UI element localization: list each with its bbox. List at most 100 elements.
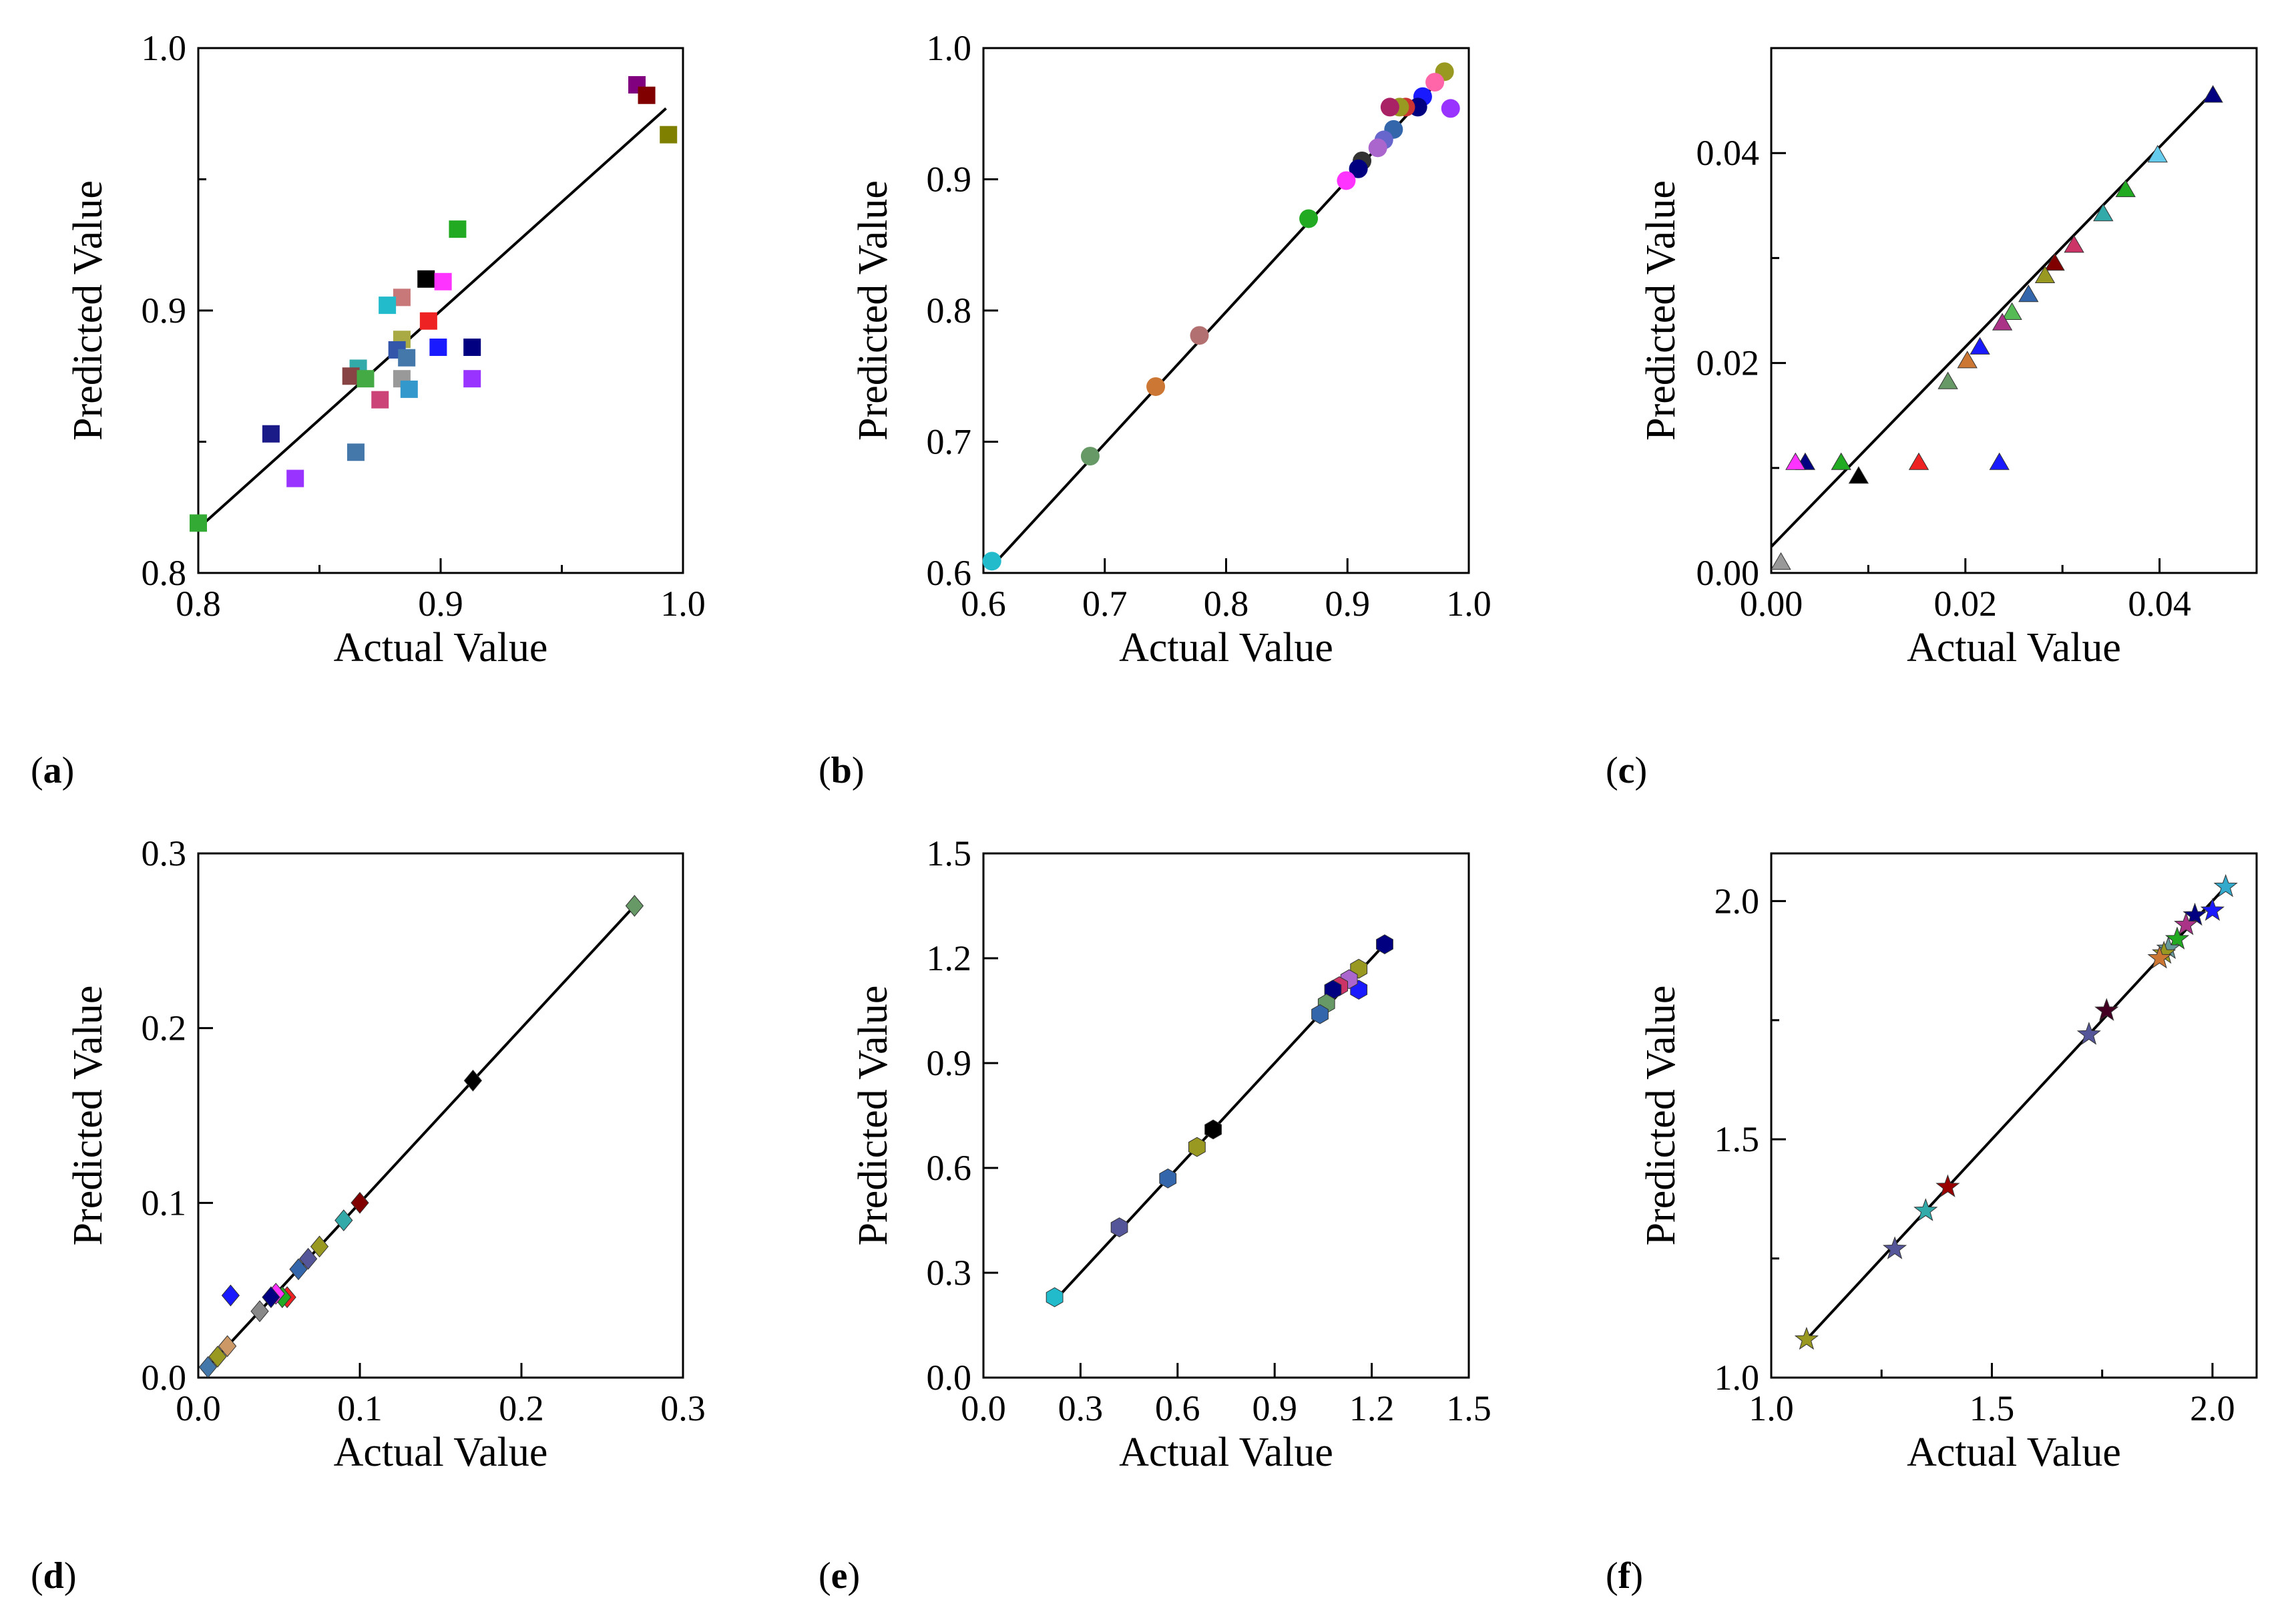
y-tick-label-c: 0.00 xyxy=(1696,553,1760,593)
y-tick-label-e: 1.2 xyxy=(927,938,972,978)
data-point xyxy=(379,296,397,315)
y-tick-label-a: 0.8 xyxy=(142,553,187,593)
data-point xyxy=(398,349,416,367)
y-tick-label-e: 0.6 xyxy=(927,1148,972,1188)
data-point xyxy=(982,552,1001,571)
data-point xyxy=(2064,235,2084,253)
y-tick-label-e: 0.3 xyxy=(927,1253,972,1293)
data-point xyxy=(1146,377,1166,396)
x-axis-title-e: Actual Value xyxy=(1119,1430,1333,1475)
data-point xyxy=(1110,1217,1128,1237)
data-point xyxy=(660,126,678,144)
data-point xyxy=(1957,351,1978,369)
data-point xyxy=(2018,284,2039,302)
x-tick-label-d: 0.0 xyxy=(176,1388,221,1428)
data-point xyxy=(434,272,452,290)
data-point xyxy=(2164,926,2190,950)
data-point xyxy=(351,1191,369,1214)
data-point xyxy=(1785,452,1806,470)
panel-b: 0.6 0.7 0.8 0.9 1.0 0.6 0.7 0.8 0.9 1.0 Actual Val… xyxy=(819,28,1491,791)
data-point xyxy=(208,1346,227,1368)
y-tick-label-e: 0.0 xyxy=(927,1358,972,1398)
x-tick-label-b: 0.6 xyxy=(961,584,1006,624)
panel-e: 0.0 0.3 0.6 0.9 1.2 1.5 0.0 0.3 0.6 0.9 1.2 1.5 Actu… xyxy=(819,833,1491,1597)
data-point xyxy=(429,339,447,357)
data-point xyxy=(1159,1168,1177,1189)
panel-label-a: (a) xyxy=(31,750,74,791)
x-tick-label-e: 1.5 xyxy=(1446,1388,1491,1428)
points-d xyxy=(198,895,644,1378)
x-tick-label-a: 0.9 xyxy=(418,584,463,624)
data-point xyxy=(463,370,481,388)
y-tick-label-d: 0.1 xyxy=(142,1183,187,1223)
data-point xyxy=(1425,73,1445,92)
data-point xyxy=(2147,145,2168,163)
data-point xyxy=(1935,1174,1960,1197)
data-point xyxy=(1913,1198,1938,1221)
x-tick-label-c: 0.00 xyxy=(1740,584,1803,624)
x-tick-label-f: 1.0 xyxy=(1749,1388,1794,1428)
data-point xyxy=(289,1258,308,1281)
data-point xyxy=(1204,1119,1222,1140)
y-tick-label-d: 0.2 xyxy=(142,1008,187,1048)
data-point xyxy=(1368,138,1387,158)
data-point xyxy=(2213,873,2238,897)
data-point xyxy=(393,288,411,307)
points-b xyxy=(982,62,1460,571)
data-point xyxy=(1190,326,1209,345)
data-point xyxy=(198,1356,218,1378)
data-point xyxy=(1794,1326,1819,1350)
data-point xyxy=(1937,371,1958,389)
y-tick-label-f: 2.0 xyxy=(1714,881,1760,921)
data-point xyxy=(463,339,481,357)
y-tick-label-a: 0.9 xyxy=(142,290,187,331)
points-c xyxy=(1771,85,2223,570)
plot-frame-e xyxy=(982,852,1470,1379)
y-axis-title-e: Predicted Value xyxy=(851,986,896,1246)
data-point xyxy=(1441,99,1460,118)
data-point xyxy=(1337,171,1356,190)
panel-d: 0.0 0.1 0.2 0.3 0.0 0.1 0.2 0.3 Actual Value Pred… xyxy=(31,833,706,1597)
data-point xyxy=(218,1335,237,1358)
data-point xyxy=(1080,447,1100,466)
data-point xyxy=(2093,204,2114,222)
y-tick-label-d: 0.3 xyxy=(142,833,187,873)
data-point xyxy=(1992,313,2013,331)
data-point xyxy=(2174,912,2199,936)
data-point xyxy=(1311,1004,1329,1024)
data-point xyxy=(2034,265,2056,283)
y-tick-label-e: 1.5 xyxy=(927,833,972,873)
points-a xyxy=(190,76,678,532)
data-point xyxy=(1882,1236,1907,1259)
data-point xyxy=(2076,1022,2101,1045)
x-axis-title-a: Actual Value xyxy=(334,625,548,670)
data-point xyxy=(1299,209,1319,228)
x-tick-label-b: 0.7 xyxy=(1082,584,1128,624)
data-point xyxy=(347,443,365,461)
y-tick-label-b: 1.0 xyxy=(927,28,972,68)
data-point xyxy=(262,425,280,443)
x-tick-label-f: 2.0 xyxy=(2190,1388,2235,1428)
y-tick-label-b: 0.7 xyxy=(927,422,972,462)
fit-line-c xyxy=(1770,91,2215,548)
x-tick-label-a: 0.8 xyxy=(176,584,221,624)
data-point xyxy=(262,1286,280,1308)
x-axis-title-b: Actual Value xyxy=(1119,625,1333,670)
data-point xyxy=(1376,934,1393,954)
x-tick-label-d: 0.2 xyxy=(499,1388,544,1428)
panel-label-b: (b) xyxy=(819,750,864,791)
panel-label-d: (d) xyxy=(31,1555,76,1597)
data-point xyxy=(1188,1137,1206,1157)
y-tick-label-d: 0.0 xyxy=(142,1358,187,1398)
x-tick-label-b: 0.8 xyxy=(1204,584,1249,624)
plot-frame-c xyxy=(1770,47,2258,574)
data-point xyxy=(638,86,656,104)
x-axis-title-f: Actual Value xyxy=(1907,1430,2121,1475)
panel-f: 1.0 1.5 2.0 1.0 1.5 2.0 Actual Value Predicted … xyxy=(1606,852,2258,1597)
data-point xyxy=(2147,946,2172,969)
y-tick-label-b: 0.8 xyxy=(927,290,972,331)
x-axis-title-d: Actual Value xyxy=(334,1430,548,1475)
y-axis-title-f: Predicted Value xyxy=(1638,986,1684,1246)
data-point xyxy=(1970,337,1990,355)
